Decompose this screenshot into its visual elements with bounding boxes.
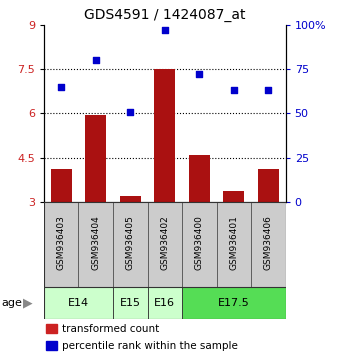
Text: percentile rank within the sample: percentile rank within the sample [62,341,238,350]
Title: GDS4591 / 1424087_at: GDS4591 / 1424087_at [84,8,245,22]
Bar [44,202,78,287]
Text: GSM936406: GSM936406 [264,215,273,270]
Bar [113,202,147,287]
Point [162,27,168,33]
Text: E14: E14 [68,298,89,308]
Bar [182,287,286,319]
Bar [217,202,251,287]
Point [266,87,271,93]
Text: GSM936404: GSM936404 [91,215,100,270]
Bar [44,287,113,319]
Point [127,109,133,114]
Bar [251,202,286,287]
Bar [182,202,217,287]
Text: ▶: ▶ [23,296,32,309]
Text: E15: E15 [120,298,141,308]
Bar [46,324,57,333]
Point [93,57,98,63]
Text: GSM936405: GSM936405 [126,215,135,270]
Text: GSM936401: GSM936401 [229,215,238,270]
Bar [147,202,182,287]
Text: transformed count: transformed count [62,324,159,333]
Text: GSM936400: GSM936400 [195,215,204,270]
Text: GSM936403: GSM936403 [57,215,66,270]
Bar [154,69,175,202]
Text: E16: E16 [154,298,175,308]
Bar [113,287,147,319]
Bar [189,155,210,202]
Point [58,84,64,90]
Text: age: age [2,298,23,308]
Bar [51,169,72,202]
Point [197,72,202,77]
Bar [120,196,141,202]
Bar [147,287,182,319]
Point [231,87,237,93]
Bar [223,192,244,202]
Bar [258,169,279,202]
Text: E17.5: E17.5 [218,298,250,308]
Bar [46,341,57,350]
Text: GSM936402: GSM936402 [160,215,169,270]
Bar [86,115,106,202]
Bar [78,202,113,287]
